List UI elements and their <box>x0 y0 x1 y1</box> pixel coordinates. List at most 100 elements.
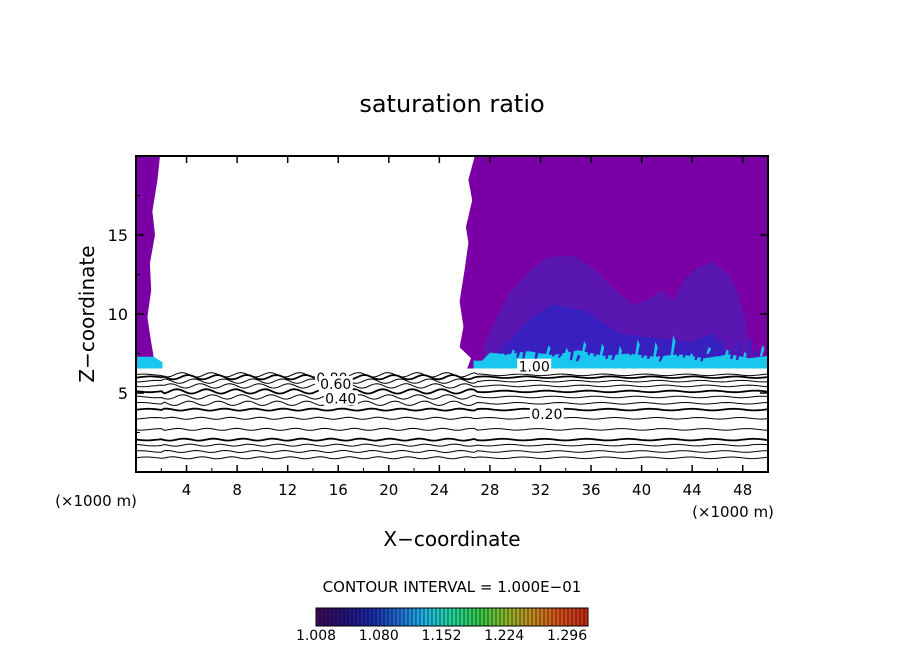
convective-streak <box>522 340 527 359</box>
convective-streak <box>742 351 747 362</box>
color-cell <box>492 608 497 626</box>
convective-streak <box>587 336 593 356</box>
convective-streak <box>581 341 587 354</box>
color-cell <box>388 608 393 626</box>
color-scale-label: 1.296 <box>547 628 587 644</box>
color-scale-label: 1.080 <box>359 628 399 644</box>
x-tick-label: 32 <box>531 481 550 499</box>
convective-streak <box>706 346 712 354</box>
contour-line <box>136 374 768 381</box>
convective-streak <box>528 351 533 361</box>
color-cell <box>416 608 421 626</box>
color-cell <box>484 608 489 626</box>
convective-streak <box>575 354 581 362</box>
convective-streak <box>599 343 605 358</box>
convective-streak <box>730 344 735 359</box>
convective-streak <box>545 345 551 356</box>
contour-interval-note: CONTOUR INTERVAL = 1.000E−01 <box>323 578 582 596</box>
convective-streak <box>712 342 718 356</box>
convective-streak <box>676 346 682 357</box>
color-cell <box>424 608 429 626</box>
color-cell <box>320 608 325 626</box>
color-cell <box>364 608 369 626</box>
contour-line <box>136 456 768 460</box>
x-tick-label: 28 <box>480 481 499 499</box>
convective-streak <box>753 349 759 356</box>
color-cell <box>336 608 341 626</box>
x-tick-label: 40 <box>632 481 651 499</box>
color-cell <box>472 608 477 626</box>
x-unit-label-right: (×1000 m) <box>692 503 774 521</box>
chart-title: saturation ratio <box>359 90 544 118</box>
color-scale-labels: 1.008 1.080 1.152 1.224 1.296 <box>296 628 587 644</box>
convective-streak <box>557 352 563 358</box>
color-cell <box>384 608 389 626</box>
convective-streak <box>658 353 664 362</box>
color-cell <box>536 608 541 626</box>
color-cell <box>520 608 525 626</box>
y-tick-label: 10 <box>108 305 128 324</box>
color-cell <box>508 608 513 626</box>
convective-streak <box>664 339 670 354</box>
color-cell <box>476 608 481 626</box>
supersaturation-field <box>136 156 768 369</box>
color-cell <box>352 608 357 626</box>
color-cell <box>448 608 453 626</box>
convective-streak <box>670 335 676 356</box>
color-cell <box>528 608 533 626</box>
color-scale-label: 1.224 <box>484 628 524 644</box>
color-cell <box>560 608 565 626</box>
color-cell <box>404 608 409 626</box>
contour-label: 0.40 <box>325 391 356 407</box>
contour-line <box>136 378 768 384</box>
convective-streak <box>641 350 646 358</box>
y-axis-label: Z−coordinate <box>75 245 99 382</box>
color-cell <box>344 608 349 626</box>
convective-streak <box>516 345 521 358</box>
convective-streak <box>593 348 599 357</box>
y-tick-label: 15 <box>108 226 128 245</box>
x-axis-ticks: 4 8 12 16 20 24 28 32 36 40 44 48 <box>160 156 752 499</box>
color-cell <box>428 608 433 626</box>
x-tick-label: 36 <box>581 481 600 499</box>
contour-line <box>136 443 768 447</box>
color-cell <box>380 608 385 626</box>
contour-label: 0.60 <box>320 377 351 393</box>
convective-streak <box>551 340 557 357</box>
convective-streak <box>652 341 658 361</box>
color-cell <box>420 608 425 626</box>
convective-streak <box>540 334 545 354</box>
color-cell <box>576 608 581 626</box>
convective-streak <box>510 349 516 357</box>
color-cell <box>316 608 321 626</box>
color-cell <box>516 608 521 626</box>
color-cell <box>564 608 569 626</box>
x-tick-label: 48 <box>733 481 752 499</box>
color-cell <box>396 608 401 626</box>
color-cell <box>356 608 361 626</box>
contour-label-bg <box>529 406 564 422</box>
x-tick-label: 20 <box>379 481 398 499</box>
dense-core <box>496 304 737 365</box>
x-axis-label: X−coordinate <box>383 527 520 551</box>
contour-label: 0.20 <box>531 407 562 423</box>
convective-streak <box>694 348 700 361</box>
convective-streak <box>747 338 753 354</box>
convective-streak <box>617 345 622 362</box>
y-axis-ticks: 5 10 15 <box>108 195 768 433</box>
color-cell <box>548 608 553 626</box>
color-cell <box>532 608 537 626</box>
color-cell <box>464 608 469 626</box>
color-cell <box>376 608 381 626</box>
color-cell <box>504 608 509 626</box>
x-tick-label: 4 <box>182 481 192 499</box>
x-unit-label-left: (×1000 m) <box>55 492 137 510</box>
contour-label: 1.00 <box>519 360 550 376</box>
color-cell <box>452 608 457 626</box>
color-cell <box>436 608 441 626</box>
x-tick-label: 12 <box>278 481 297 499</box>
color-cell <box>400 608 405 626</box>
color-cell <box>372 608 377 626</box>
color-cell <box>332 608 337 626</box>
